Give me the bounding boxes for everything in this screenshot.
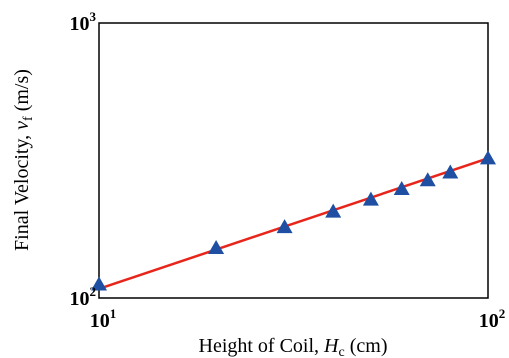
fit-line-layer xyxy=(98,157,489,290)
x-axis-title-subscript: c xyxy=(339,345,345,358)
x-tick-label-base: 10 xyxy=(90,310,110,332)
y-tick-label: 102 xyxy=(70,284,97,310)
fit-line xyxy=(98,157,489,290)
y-axis-title-subscript: f xyxy=(21,116,36,121)
y-axis-title: Final Velocity, vf (m/s) xyxy=(11,69,36,251)
data-point xyxy=(208,239,225,254)
y-tick-label-base: 10 xyxy=(70,13,90,35)
x-axis-title-symbol: H xyxy=(323,335,340,357)
x-tick-label-exponent: 1 xyxy=(110,306,117,321)
data-point xyxy=(480,150,496,165)
data-point xyxy=(91,276,107,291)
y-tick-label-exponent: 3 xyxy=(90,9,97,24)
y-tick-label-exponent: 2 xyxy=(90,284,97,299)
y-tick-label: 103 xyxy=(70,9,97,35)
x-axis-title-unit: (cm) xyxy=(345,335,388,357)
x-axis-title: Height of Coil, Hc (cm) xyxy=(199,335,388,358)
x-tick-label-base: 10 xyxy=(479,310,499,332)
x-tick-label: 101 xyxy=(90,306,117,332)
data-point xyxy=(419,172,436,187)
plot-area-frame xyxy=(98,22,489,299)
x-tick-label-exponent: 2 xyxy=(499,306,506,321)
x-tick-label: 102 xyxy=(479,306,506,332)
y-axis-title-unit: (m/s) xyxy=(11,69,33,116)
data-point xyxy=(325,203,342,218)
x-axis-title-text: Height of Coil, xyxy=(199,335,325,357)
y-axis-title-symbol: v xyxy=(11,121,33,130)
data-point xyxy=(442,164,459,179)
y-tick-label-base: 10 xyxy=(70,288,90,310)
data-point xyxy=(393,181,410,196)
data-point xyxy=(276,219,293,234)
data-points-layer xyxy=(91,150,496,291)
y-axis-title-text: Final Velocity, xyxy=(11,130,33,251)
data-point xyxy=(362,191,379,206)
